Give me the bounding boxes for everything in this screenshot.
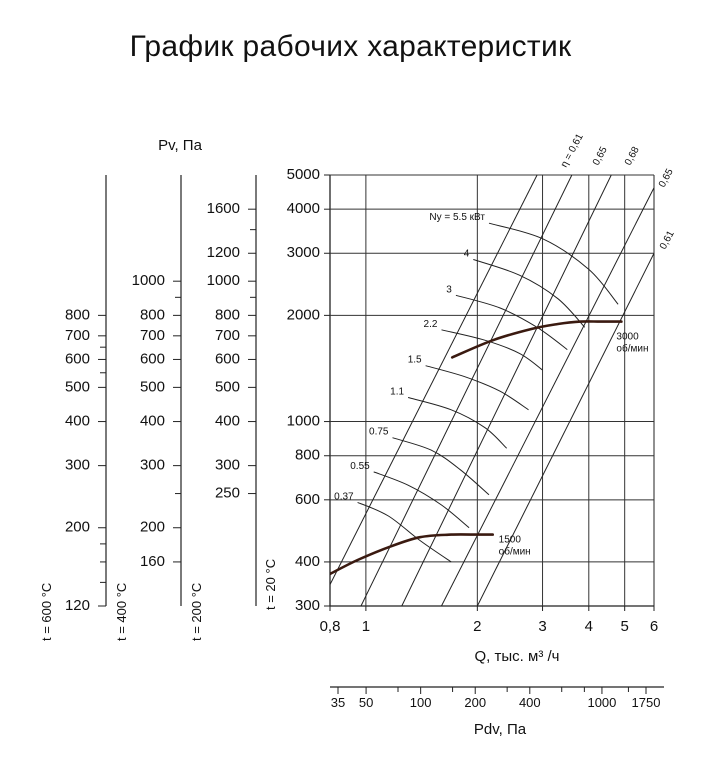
- power-curve-label: 1.1: [390, 387, 404, 398]
- pdv-tick-label: 400: [519, 695, 541, 710]
- pressure-scale-label: 200: [65, 519, 90, 536]
- pressure-scale-label: 800: [65, 306, 90, 323]
- x-tick-label: 0,8: [320, 618, 341, 635]
- power-curve-label: 3: [446, 284, 452, 295]
- series-label: об/мин: [616, 343, 648, 355]
- pdv-tick-label: 100: [410, 695, 432, 710]
- pressure-scale-label: 300: [140, 457, 165, 474]
- power-curve-label: Nу = 5.5 кВт: [429, 212, 485, 223]
- efficiency-line: [360, 175, 573, 606]
- pdv-tick-label: 1750: [632, 695, 661, 710]
- pressure-scale-label: 700: [215, 327, 240, 344]
- efficiency-label: 0,65: [657, 167, 676, 190]
- pressure-scale-label: 500: [215, 378, 240, 395]
- power-curve-label: 0.37: [334, 491, 354, 502]
- efficiency-line: [330, 175, 538, 585]
- power-curve: [441, 329, 543, 371]
- series-line: [330, 533, 494, 576]
- series-label: 3000: [616, 332, 639, 343]
- pressure-scale-label: 800: [140, 306, 165, 323]
- power-curve: [407, 397, 508, 449]
- y-tick-label: 5000: [287, 166, 320, 183]
- series-line: [450, 320, 623, 359]
- pdv-axis-label: Pdv, Па: [474, 721, 527, 738]
- series-label: об/мин: [499, 546, 531, 558]
- pressure-scale-label: 250: [215, 485, 240, 502]
- power-curve: [488, 222, 619, 305]
- y-tick-label: 300: [295, 597, 320, 614]
- pdv-tick-label: 50: [359, 695, 373, 710]
- y-tick-label: 600: [295, 491, 320, 508]
- efficiency-lines: [330, 175, 654, 606]
- pressure-scale-title: t = 400 °C: [114, 583, 129, 641]
- y-tick-label: 2000: [287, 306, 320, 323]
- y-tick-label: 3000: [287, 244, 320, 261]
- pressure-scale-label: 1200: [207, 244, 240, 261]
- power-curve-label: 4: [464, 249, 470, 260]
- y-tick-label: 1000: [287, 413, 320, 430]
- pressure-scale-label: 500: [65, 378, 90, 395]
- y-tick-label: 400: [295, 553, 320, 570]
- power-curve: [357, 501, 452, 563]
- efficiency-label: 0,68: [623, 145, 642, 168]
- efficiency-label: 0,61: [658, 229, 677, 252]
- efficiency-label: η = 0,61: [559, 132, 586, 170]
- pressure-scale-label: 300: [65, 457, 90, 474]
- pressure-scale-label: 400: [65, 413, 90, 430]
- pressure-scale-label: 800: [215, 306, 240, 323]
- pressure-scale-label: 300: [215, 457, 240, 474]
- pv-header: Pv, Па: [158, 137, 203, 154]
- pressure-scale-label: 1000: [207, 272, 240, 289]
- pressure-scale-label: 700: [140, 327, 165, 344]
- pressure-scale-label: 200: [140, 519, 165, 536]
- efficiency-line: [476, 253, 654, 606]
- pressure-scale-label: 400: [140, 413, 165, 430]
- y-tick-label: 4000: [287, 200, 320, 217]
- pressure-scale-label: 400: [215, 413, 240, 430]
- series-curves: [330, 320, 623, 576]
- x-tick-label: 5: [621, 618, 629, 635]
- power-curve-label: 0.75: [369, 427, 389, 438]
- x-tick-label: 3: [538, 618, 546, 635]
- pressure-scale-label: 500: [140, 378, 165, 395]
- power-curves: [357, 222, 619, 563]
- x-tick-label: 4: [585, 618, 593, 635]
- pressure-scale-label: 160: [140, 553, 165, 570]
- x-tick-label: 6: [650, 618, 658, 635]
- page-title: График рабочих характеристик: [129, 30, 572, 63]
- x-axis-label: Q, тыс. м³ /ч: [475, 648, 560, 665]
- pdv-tick-label: 200: [464, 695, 486, 710]
- power-curve: [392, 437, 490, 496]
- x-tick-label: 2: [473, 618, 481, 635]
- pressure-scale-label: 600: [215, 350, 240, 367]
- pressure-scale-label: 1600: [207, 200, 240, 217]
- efficiency-line: [441, 187, 654, 606]
- pressure-scale-title: t = 600 °C: [39, 583, 54, 641]
- pressure-scale-label: 700: [65, 327, 90, 344]
- x-tick-label: 1: [362, 618, 370, 635]
- series-label: 1500: [499, 535, 522, 546]
- pressure-scale-label: 1000: [132, 272, 165, 289]
- power-curve: [473, 259, 586, 328]
- power-curve-label: 2.2: [424, 319, 438, 330]
- power-curve-label: 1.5: [408, 355, 422, 366]
- pressure-scale-label: 120: [65, 597, 90, 614]
- efficiency-label: 0,65: [591, 145, 610, 168]
- pressure-scale-label: 600: [140, 350, 165, 367]
- pressure-scale-label: 600: [65, 350, 90, 367]
- power-curve-label: 0.55: [350, 461, 370, 472]
- power-curve: [425, 365, 529, 411]
- pressure-scale-title: t = 200 °C: [189, 583, 204, 641]
- pdv-tick-label: 35: [331, 695, 345, 710]
- y-axis-label: t = 20 °C: [263, 559, 278, 610]
- power-curve: [373, 471, 470, 529]
- y-tick-label: 800: [295, 447, 320, 464]
- pdv-tick-label: 1000: [587, 695, 616, 710]
- power-curve: [455, 294, 568, 350]
